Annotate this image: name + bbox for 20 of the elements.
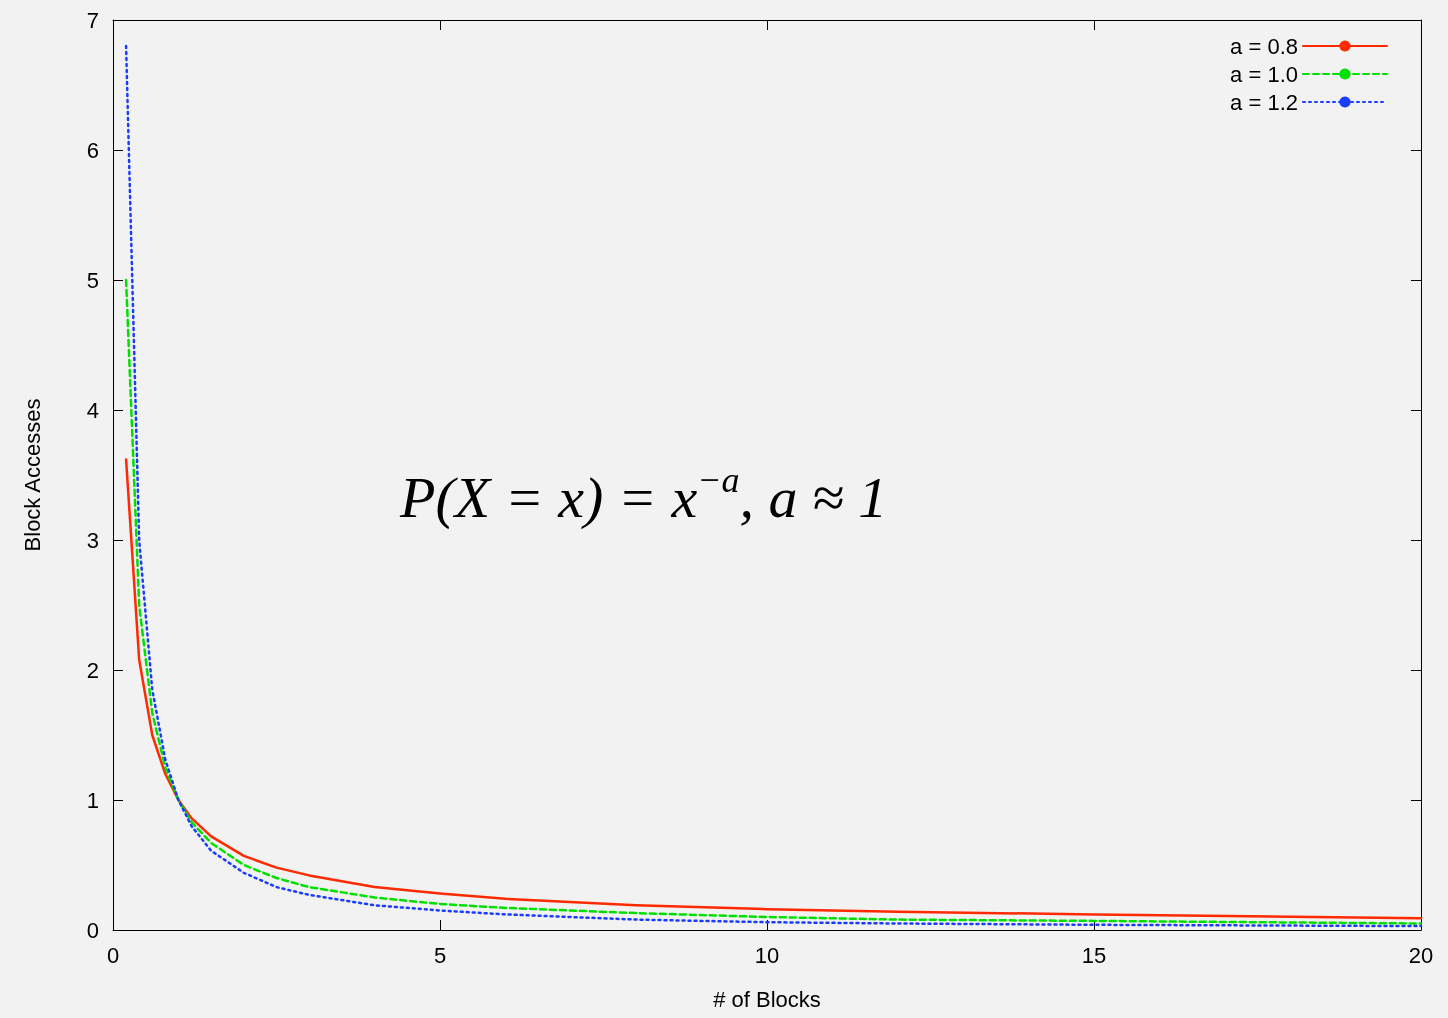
x-axis-title: # of Blocks bbox=[713, 986, 821, 1012]
legend-label: a = 0.8 bbox=[1230, 33, 1298, 59]
y-tick-label: 0 bbox=[86, 917, 99, 943]
y-tick-label: 1 bbox=[86, 787, 99, 813]
y-tick-label: 7 bbox=[86, 7, 99, 33]
legend-label: a = 1.2 bbox=[1230, 89, 1298, 115]
x-tick-label: 20 bbox=[1408, 942, 1434, 968]
y-tick-label: 2 bbox=[86, 657, 99, 683]
x-tick-label: 15 bbox=[1081, 942, 1107, 968]
line-series bbox=[124, 458, 1423, 920]
x-tick-label: 10 bbox=[754, 942, 780, 968]
x-tick-label: 5 bbox=[433, 942, 447, 968]
y-tick-label: 5 bbox=[86, 267, 99, 293]
line-series bbox=[124, 278, 1423, 925]
legend-label: a = 1.0 bbox=[1230, 61, 1298, 87]
y-tick-label: 3 bbox=[86, 527, 99, 553]
y-tick-label: 4 bbox=[86, 397, 99, 423]
x-tick-label: 0 bbox=[106, 942, 120, 968]
y-axis-title: Block Accesses bbox=[19, 398, 45, 552]
y-tick-label: 6 bbox=[86, 137, 99, 163]
